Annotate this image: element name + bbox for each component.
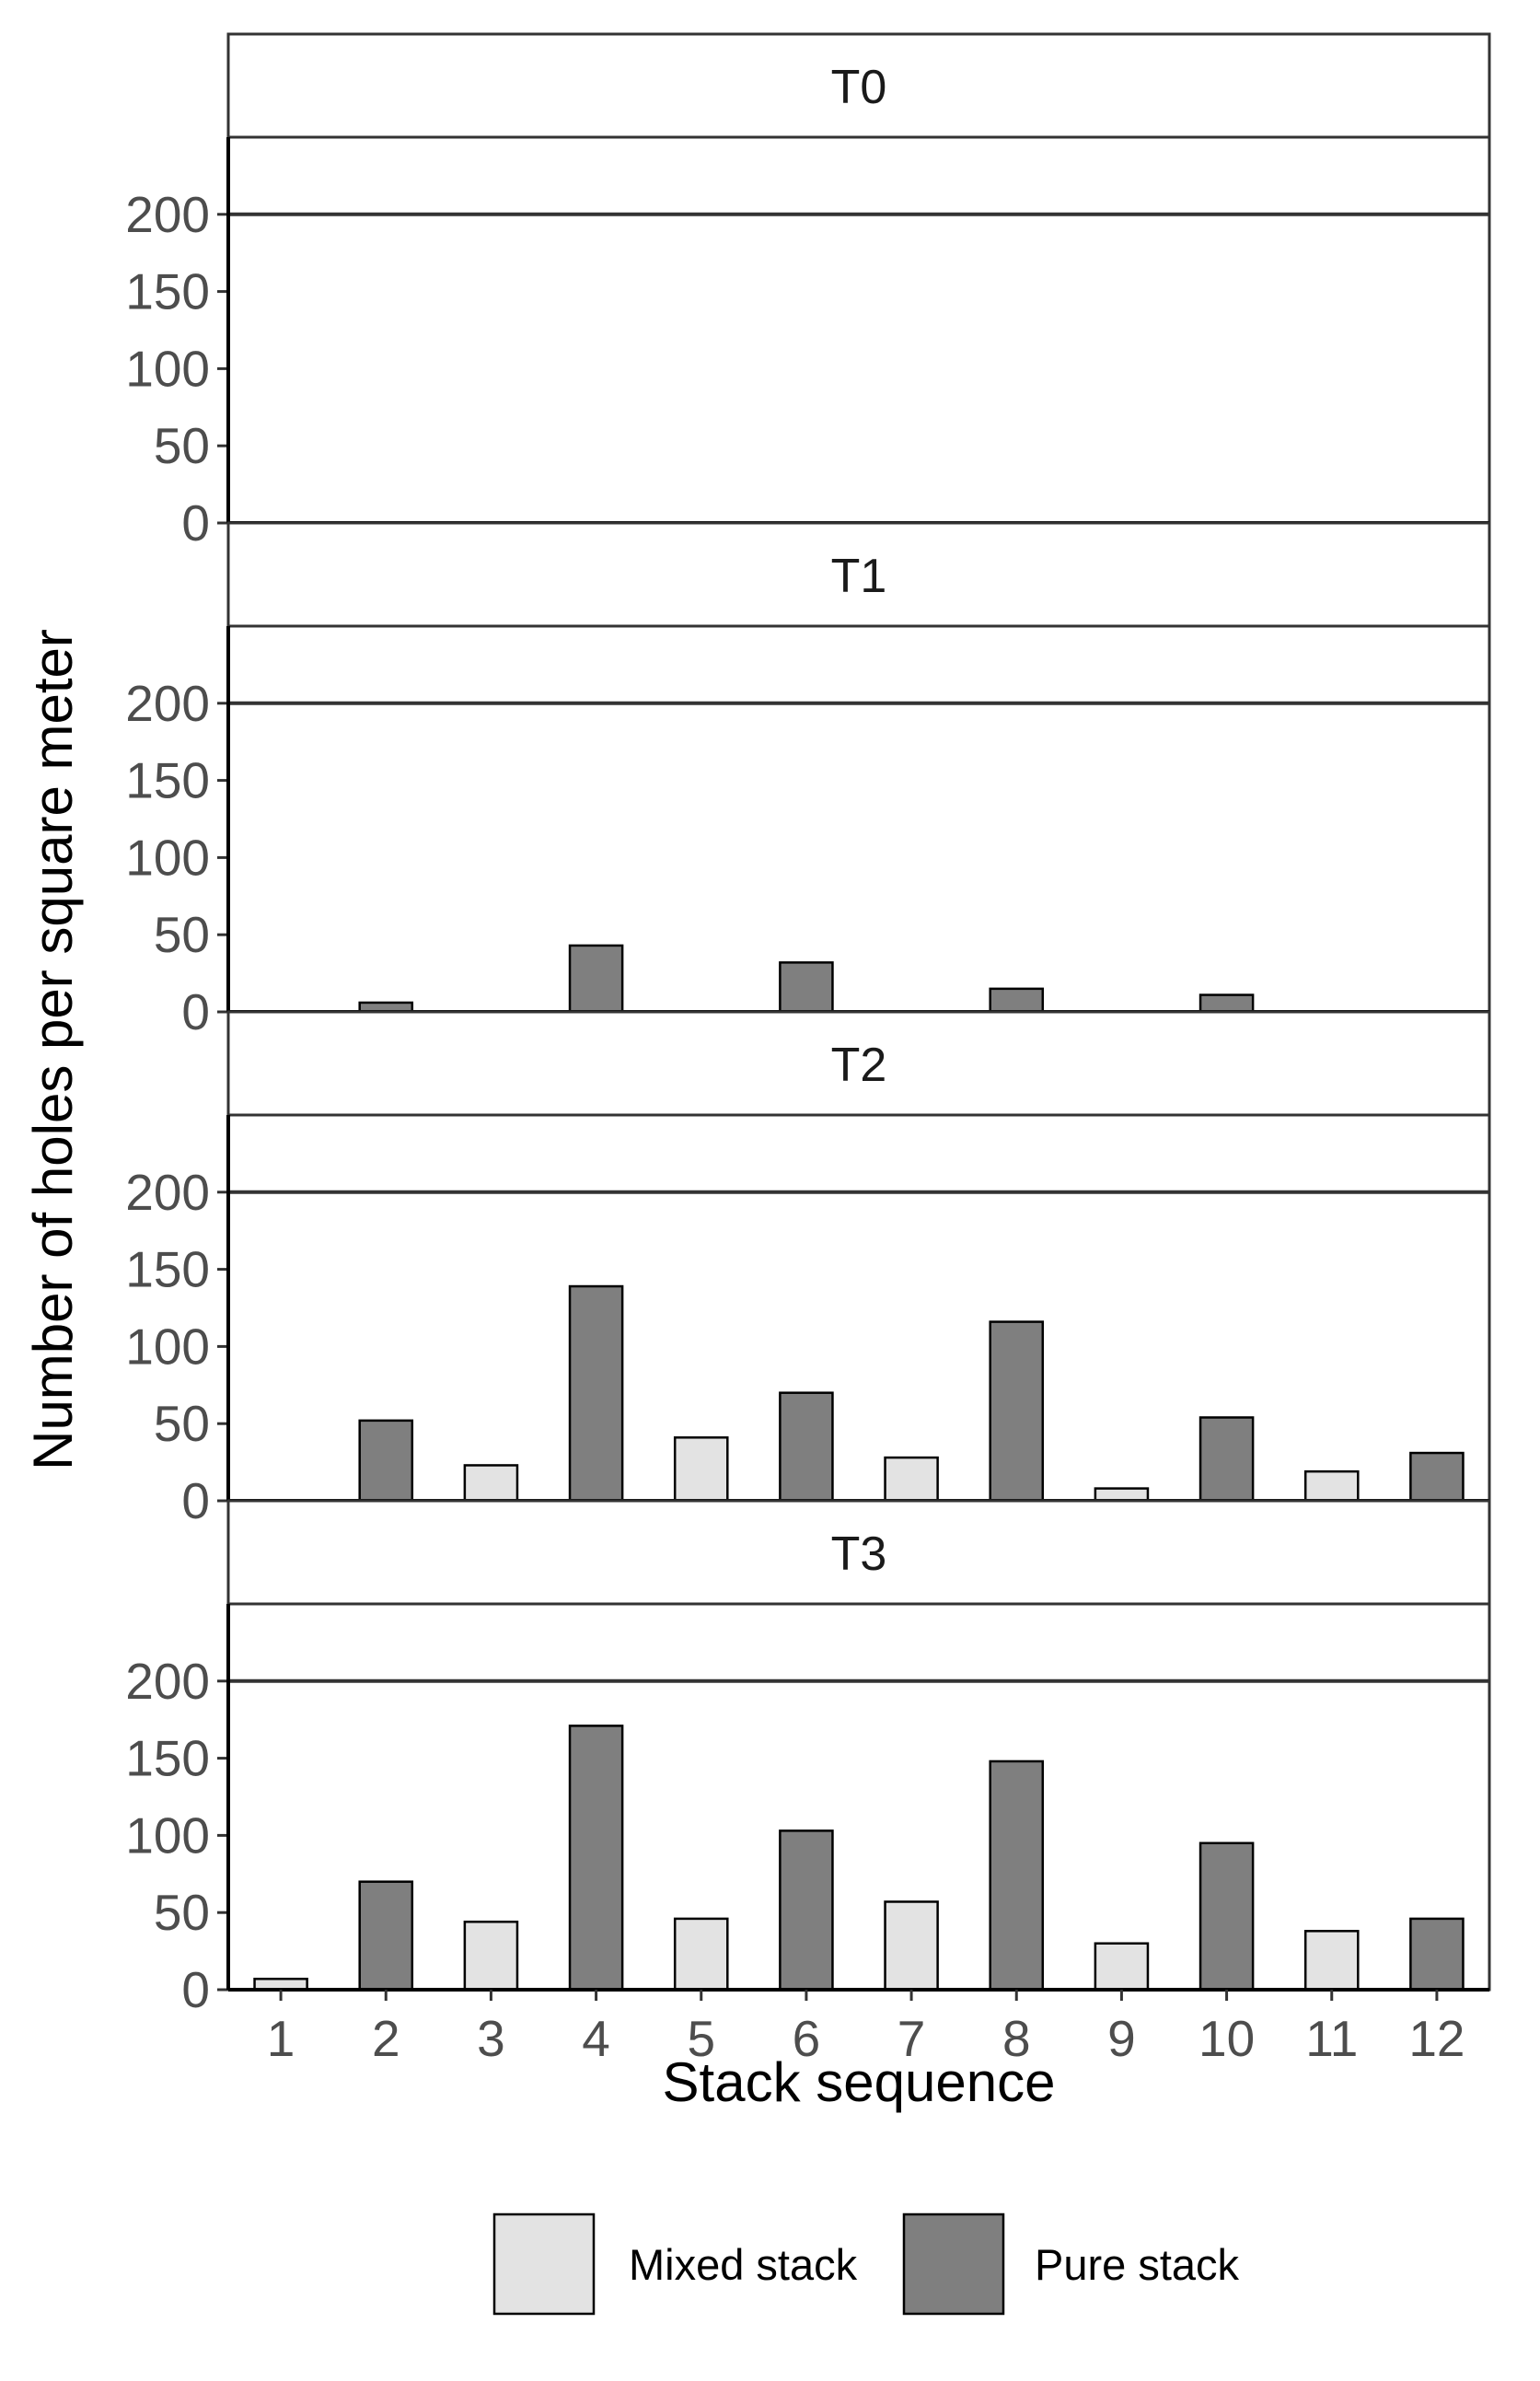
y-tick-label: 50 — [154, 417, 210, 474]
x-tick-label: 1 — [267, 2010, 295, 2067]
bar-T1-10 — [1198, 993, 1255, 1014]
y-tick-label: 150 — [125, 1730, 210, 1787]
facet-strip — [226, 521, 1491, 628]
panel-T1: T1 0 50 100 150 200 — [125, 521, 1491, 1040]
bar-T2-11 — [1303, 1469, 1360, 1503]
panel-frame — [226, 1113, 1491, 1503]
bar-T3-8 — [989, 1760, 1045, 1992]
legend-key-mixed — [492, 2213, 596, 2316]
y-tick-label: 100 — [125, 1318, 210, 1375]
bar-T2-2 — [358, 1419, 414, 1503]
facet-strip — [226, 32, 1491, 139]
x-tick-label: 5 — [687, 2010, 715, 2067]
x-tick-label: 8 — [1002, 2010, 1031, 2067]
y-tick-label: 0 — [181, 494, 210, 552]
y-tick-label: 50 — [154, 906, 210, 963]
bar-T2-7 — [884, 1456, 939, 1503]
x-tick-label: 4 — [582, 2010, 610, 2067]
y-tick-label: 100 — [125, 1806, 210, 1864]
x-axis-title: Stack sequence — [663, 2051, 1056, 2113]
x-tick-label: 12 — [1408, 2010, 1465, 2067]
bar-T1-6 — [779, 961, 834, 1014]
bar-T2-5 — [673, 1436, 729, 1503]
panel-T0: T0 0 50 100 150 200 — [125, 32, 1491, 552]
bar-T3-12 — [1409, 1917, 1465, 1992]
bar-T2-8 — [989, 1320, 1045, 1503]
bar-T3-7 — [884, 1900, 939, 1992]
x-tick-label: 6 — [793, 2010, 821, 2067]
bar-T1-8 — [989, 987, 1045, 1014]
x-tick-label: 9 — [1107, 2010, 1136, 2067]
bar-T2-10 — [1198, 1416, 1255, 1503]
panels: T0050100150200T1050100150200T20501001502… — [125, 32, 1491, 2067]
bar-T3-6 — [779, 1829, 834, 1992]
x-tick-label: 7 — [897, 2010, 926, 2067]
y-tick-label: 100 — [125, 829, 210, 886]
y-tick-label: 0 — [181, 983, 210, 1040]
y-tick-label: 50 — [154, 1884, 210, 1941]
bar-T3-11 — [1303, 1930, 1360, 1992]
bar-T2-6 — [779, 1391, 834, 1503]
facet-strip — [226, 1499, 1491, 1606]
bar-T2-9 — [1094, 1487, 1150, 1503]
panel-frame — [226, 1602, 1491, 1992]
bar-T2-3 — [463, 1464, 519, 1503]
y-tick-label: 100 — [125, 340, 210, 397]
bar-T3-9 — [1094, 1942, 1150, 1992]
y-tick-label: 150 — [125, 263, 210, 320]
x-tick-label: 10 — [1198, 2010, 1255, 2067]
legend: Mixed stack Pure stack — [492, 2213, 1240, 2316]
y-tick-label: 150 — [125, 752, 210, 809]
y-tick-label: 150 — [125, 1241, 210, 1298]
facet-label: T2 — [831, 1039, 887, 1092]
legend-label-pure: Pure stack — [1035, 2240, 1240, 2289]
y-tick-label: 200 — [125, 186, 210, 243]
bar-T3-3 — [463, 1921, 519, 1992]
y-tick-label: 200 — [125, 1164, 210, 1221]
y-tick-label: 0 — [181, 1472, 210, 1529]
facet-label: T0 — [831, 61, 887, 114]
bar-T3-4 — [568, 1725, 624, 1992]
y-tick-label: 0 — [181, 1961, 210, 2018]
bar-T2-12 — [1409, 1451, 1465, 1503]
y-tick-label: 200 — [125, 1653, 210, 1710]
x-tick-label: 2 — [372, 2010, 400, 2067]
x-tick-label: 3 — [477, 2010, 505, 2067]
y-axis-title: Number of holes per square meter — [22, 629, 84, 1470]
panel-T2: T2 0 50 100 150 200 — [125, 1010, 1491, 1529]
legend-label-mixed: Mixed stack — [629, 2240, 858, 2289]
bar-T3-10 — [1198, 1841, 1255, 1992]
legend-key-pure — [902, 2213, 1005, 2316]
y-tick-label: 200 — [125, 675, 210, 732]
bar-T1-4 — [568, 944, 624, 1014]
x-tick-label: 11 — [1305, 2010, 1358, 2067]
panel-frame — [226, 135, 1491, 525]
facet-label: T1 — [831, 550, 887, 603]
panel-frame — [226, 624, 1491, 1014]
bar-T3-5 — [673, 1917, 729, 1992]
bar-T2-4 — [568, 1284, 624, 1503]
facet-label: T3 — [831, 1527, 887, 1581]
y-tick-label: 50 — [154, 1395, 210, 1452]
bar-T3-2 — [358, 1880, 414, 1992]
